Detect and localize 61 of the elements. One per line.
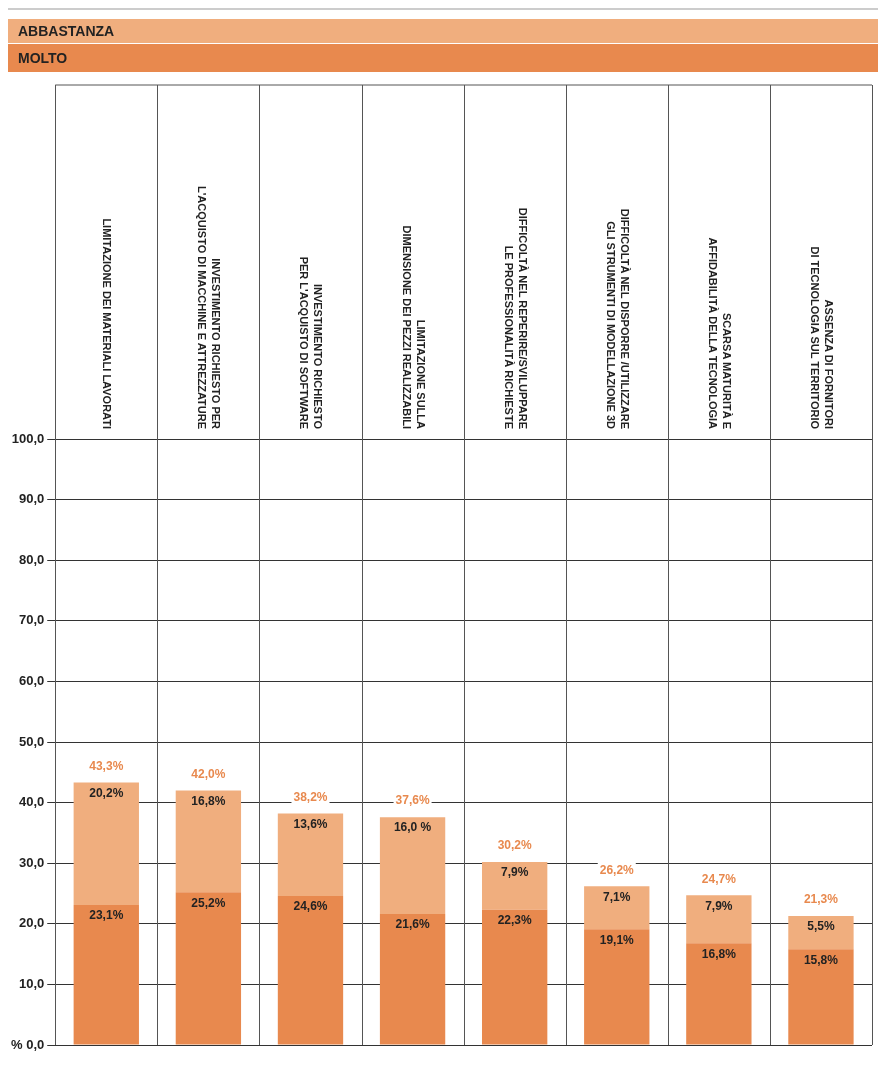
data-label: 7,1%	[603, 889, 631, 904]
y-tick-label: 80,0	[18, 551, 45, 567]
data-label: 20,2%	[89, 785, 124, 800]
bar	[277, 813, 344, 896]
x-tick-label: DIFFICOLTÀ NEL REPERIRE/SVILUPPARE LE PROFESSIONALITÀ RICHIESTE	[502, 207, 529, 429]
bar	[482, 861, 548, 910]
y-tick-label: 20,0	[18, 915, 45, 931]
x-tick-label: LIMITAZIONE DEI MATERIALI LAVORATI	[101, 218, 114, 429]
x-tick-label: DIFFICOLTÀ NEL DISPORRE /UTILIZZARE GLI STRUMENTI DI MODELLAZIONE 3D	[604, 208, 631, 430]
bar	[175, 790, 242, 893]
y-tick-label: 70,0	[18, 612, 45, 628]
bar	[686, 943, 752, 1045]
bar	[584, 886, 650, 930]
bar	[379, 817, 446, 915]
data-label: 21,6%	[395, 917, 430, 932]
total-label: 43,3%	[89, 758, 124, 773]
bar	[73, 782, 139, 906]
total-label: 21,3%	[803, 892, 839, 907]
y-tick-label: 40,0	[18, 794, 45, 810]
bar	[788, 949, 854, 1045]
y-tick-label: % 0,0	[10, 1036, 45, 1052]
data-label: 16,0 %	[393, 820, 432, 835]
data-label: 25,2%	[191, 895, 226, 910]
y-tick-label: 30,0	[18, 854, 45, 870]
data-label: 23,1%	[89, 908, 124, 923]
total-label: 38,2%	[293, 789, 328, 804]
y-tick-label: 60,0	[18, 672, 45, 688]
bar	[175, 892, 242, 1045]
data-label: 22,3%	[497, 913, 533, 928]
bar	[277, 895, 344, 1045]
data-label: 16,8%	[191, 793, 226, 808]
y-tick-label: 100,0	[11, 430, 45, 446]
data-label: 19,1%	[599, 932, 635, 947]
data-label: 16,8%	[701, 946, 737, 961]
bar	[686, 895, 752, 944]
y-tick-label: 90,0	[18, 491, 45, 507]
y-tick-label: 10,0	[18, 975, 45, 991]
data-label: 5,5%	[807, 919, 835, 934]
total-label: 37,6%	[395, 793, 430, 808]
x-tick-label: INVESTIMENTO RICHIESTO PER L'ACQUISTO DI SOFTWARE	[298, 256, 325, 430]
bar	[788, 915, 854, 950]
x-tick-label: SCARSA MATURITÀ E AFFIDABILITÀ DELLA TECNOLOGIA	[706, 237, 733, 430]
bar	[482, 909, 548, 1045]
data-label: 7,9%	[705, 898, 733, 913]
text: ABBASTANZA	[8, 18, 878, 43]
total-label: 26,2%	[599, 862, 635, 877]
bar	[73, 905, 139, 1045]
x-tick-label: INVESTIMENTO RICHIESTO PER L'ACQUISTO DI MACCHINE E ATTREZZATURE	[196, 186, 223, 430]
data-label: 24,6%	[293, 899, 328, 914]
total-label: 30,2%	[497, 838, 533, 853]
bar	[584, 929, 650, 1045]
text: MOLTO	[8, 43, 878, 72]
total-label: 42,0%	[191, 766, 226, 781]
data-label: 13,6%	[293, 816, 328, 831]
x-tick-label: ASSENZA DI FORNITORI DI TECNOLOGIA SUL TERRITORIO	[808, 246, 835, 430]
x-tick-label: LIMITAZIONE SULLA DIMENSIONE DEI PEZZI REALIZZABILI	[400, 225, 427, 430]
data-label: 15,8%	[803, 952, 839, 967]
total-label: 24,7%	[701, 871, 737, 886]
y-tick-label: 50,0	[18, 733, 45, 749]
bar	[379, 914, 446, 1045]
data-label: 7,9%	[500, 865, 529, 880]
